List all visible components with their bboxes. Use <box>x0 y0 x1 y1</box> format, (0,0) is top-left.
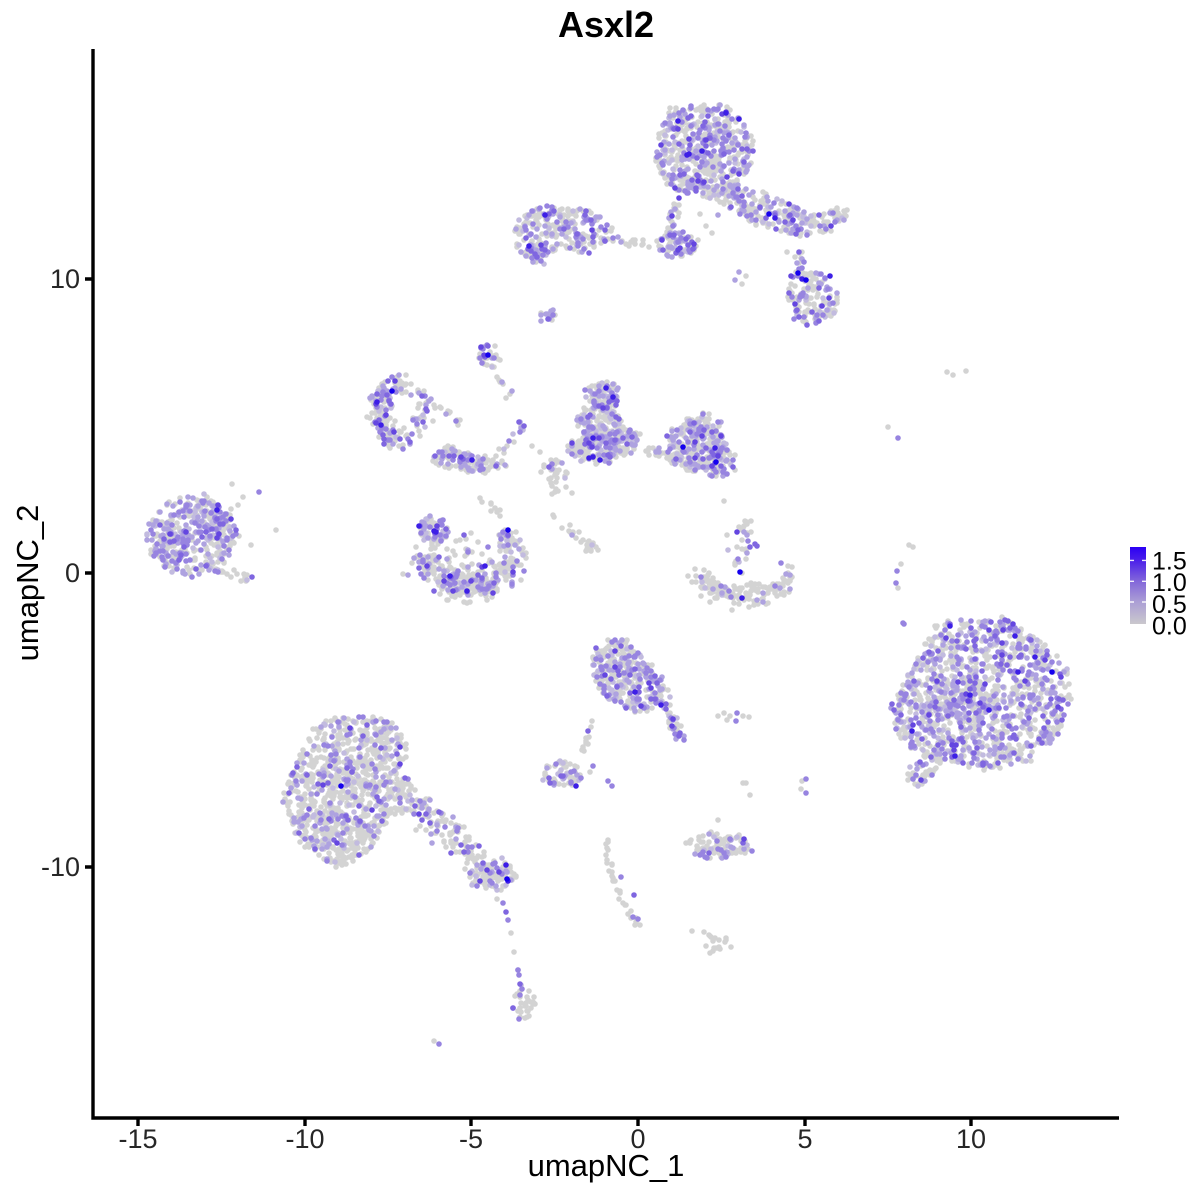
svg-text:umapNC_1: umapNC_1 <box>528 1148 685 1183</box>
svg-text:-10: -10 <box>285 1124 324 1154</box>
svg-text:0: 0 <box>65 558 80 588</box>
svg-text:5: 5 <box>797 1124 812 1154</box>
svg-text:0.5: 0.5 <box>1152 591 1187 619</box>
svg-text:-15: -15 <box>118 1124 157 1154</box>
svg-text:1.0: 1.0 <box>1152 569 1187 597</box>
svg-text:0.0: 0.0 <box>1152 613 1187 641</box>
svg-text:-5: -5 <box>459 1124 483 1154</box>
svg-text:1.5: 1.5 <box>1152 548 1187 576</box>
svg-text:Asxl2: Asxl2 <box>558 4 654 45</box>
svg-text:0: 0 <box>630 1124 645 1154</box>
svg-text:10: 10 <box>50 264 80 294</box>
svg-text:-10: -10 <box>41 852 80 882</box>
svg-text:10: 10 <box>956 1124 986 1154</box>
svg-text:umapNC_2: umapNC_2 <box>10 505 45 662</box>
